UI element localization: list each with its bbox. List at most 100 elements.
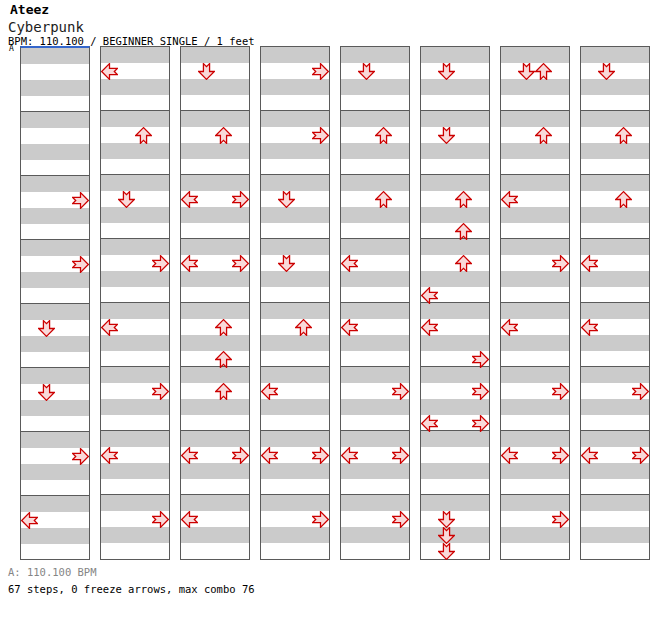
chart-column [580, 46, 650, 560]
measure-divider [261, 110, 329, 111]
arrow-up-icon [135, 127, 152, 144]
measure-divider [261, 302, 329, 303]
measure-divider [581, 302, 649, 303]
measure-divider [181, 494, 249, 495]
arrow-right-icon [312, 63, 329, 80]
measure-divider [101, 430, 169, 431]
measure-divider [501, 110, 569, 111]
arrow-right-icon [232, 191, 249, 208]
arrow-down-icon [198, 63, 215, 80]
measure-divider [101, 110, 169, 111]
measure-divider [501, 494, 569, 495]
arrow-down-icon [358, 63, 375, 80]
arrow-up-icon [455, 255, 472, 272]
measure-divider [581, 430, 649, 431]
measure-divider [21, 303, 89, 304]
arrow-down-icon [438, 527, 455, 544]
step-chart [0, 0, 672, 620]
arrow-left-icon [101, 447, 118, 464]
measure-divider [101, 366, 169, 367]
chart-column [420, 46, 490, 560]
measure-divider [181, 430, 249, 431]
arrow-right-icon [312, 447, 329, 464]
measure-divider [501, 366, 569, 367]
arrow-right-icon [232, 447, 249, 464]
arrow-left-icon [581, 447, 598, 464]
arrow-down-icon [438, 511, 455, 528]
arrow-left-icon [21, 512, 38, 529]
arrow-up-icon [455, 223, 472, 240]
chart-column [260, 46, 330, 560]
arrow-up-icon [615, 127, 632, 144]
arrow-right-icon [392, 511, 409, 528]
arrow-up-icon [375, 127, 392, 144]
arrow-right-icon [152, 511, 169, 528]
arrow-down-icon [438, 127, 455, 144]
arrow-down-icon [38, 320, 55, 337]
arrow-up-icon [615, 191, 632, 208]
arrow-right-icon [152, 383, 169, 400]
arrow-left-icon [261, 447, 278, 464]
arrow-right-icon [72, 448, 89, 465]
arrow-left-icon [181, 511, 198, 528]
arrow-right-icon [632, 447, 649, 464]
arrow-left-icon [501, 447, 518, 464]
arrow-right-icon [312, 511, 329, 528]
measure-divider [581, 366, 649, 367]
arrow-left-icon [421, 415, 438, 432]
arrow-down-icon [38, 384, 55, 401]
measure-divider [421, 174, 489, 175]
arrow-left-icon [421, 319, 438, 336]
arrow-right-icon [552, 511, 569, 528]
arrow-down-icon [438, 63, 455, 80]
measure-divider [101, 494, 169, 495]
measure-divider [261, 494, 329, 495]
measure-divider [581, 238, 649, 239]
chart-column [100, 46, 170, 560]
arrow-right-icon [552, 255, 569, 272]
arrow-right-icon [392, 383, 409, 400]
measure-divider [341, 174, 409, 175]
arrow-up-icon [215, 127, 232, 144]
arrow-left-icon [101, 63, 118, 80]
arrow-right-icon [392, 447, 409, 464]
arrow-up-icon [215, 351, 232, 368]
arrow-right-icon [472, 415, 489, 432]
arrow-right-icon [232, 255, 249, 272]
arrow-up-icon [375, 191, 392, 208]
measure-divider [341, 302, 409, 303]
measure-divider [21, 431, 89, 432]
measure-divider [181, 302, 249, 303]
measure-divider [261, 366, 329, 367]
measure-divider [421, 494, 489, 495]
arrow-right-icon [632, 383, 649, 400]
measure-divider [261, 174, 329, 175]
footer-stats: 67 steps, 0 freeze arrows, max combo 76 [8, 584, 255, 596]
arrow-left-icon [181, 191, 198, 208]
arrow-down-icon [438, 543, 455, 560]
measure-divider [261, 238, 329, 239]
measure-divider [581, 494, 649, 495]
step-chart-viewer-page: Ateez Cyberpunk BPM: 110.100 / BEGINNER … [0, 0, 672, 620]
measure-divider [341, 430, 409, 431]
measure-divider [101, 238, 169, 239]
arrow-left-icon [421, 287, 438, 304]
arrow-up-icon [215, 319, 232, 336]
measure-divider [341, 494, 409, 495]
measure-divider [21, 495, 89, 496]
measure-divider [421, 110, 489, 111]
arrow-left-icon [101, 319, 118, 336]
arrow-left-icon [181, 447, 198, 464]
measure-divider [501, 430, 569, 431]
chart-column [180, 46, 250, 560]
arrow-down-icon [598, 63, 615, 80]
arrow-down-icon [278, 191, 295, 208]
measure-divider [21, 175, 89, 176]
arrow-right-icon [552, 383, 569, 400]
measure-divider [181, 174, 249, 175]
arrow-up-icon [535, 63, 552, 80]
measure-divider [501, 174, 569, 175]
arrow-right-icon [472, 383, 489, 400]
arrow-up-icon [215, 383, 232, 400]
arrow-right-icon [72, 192, 89, 209]
